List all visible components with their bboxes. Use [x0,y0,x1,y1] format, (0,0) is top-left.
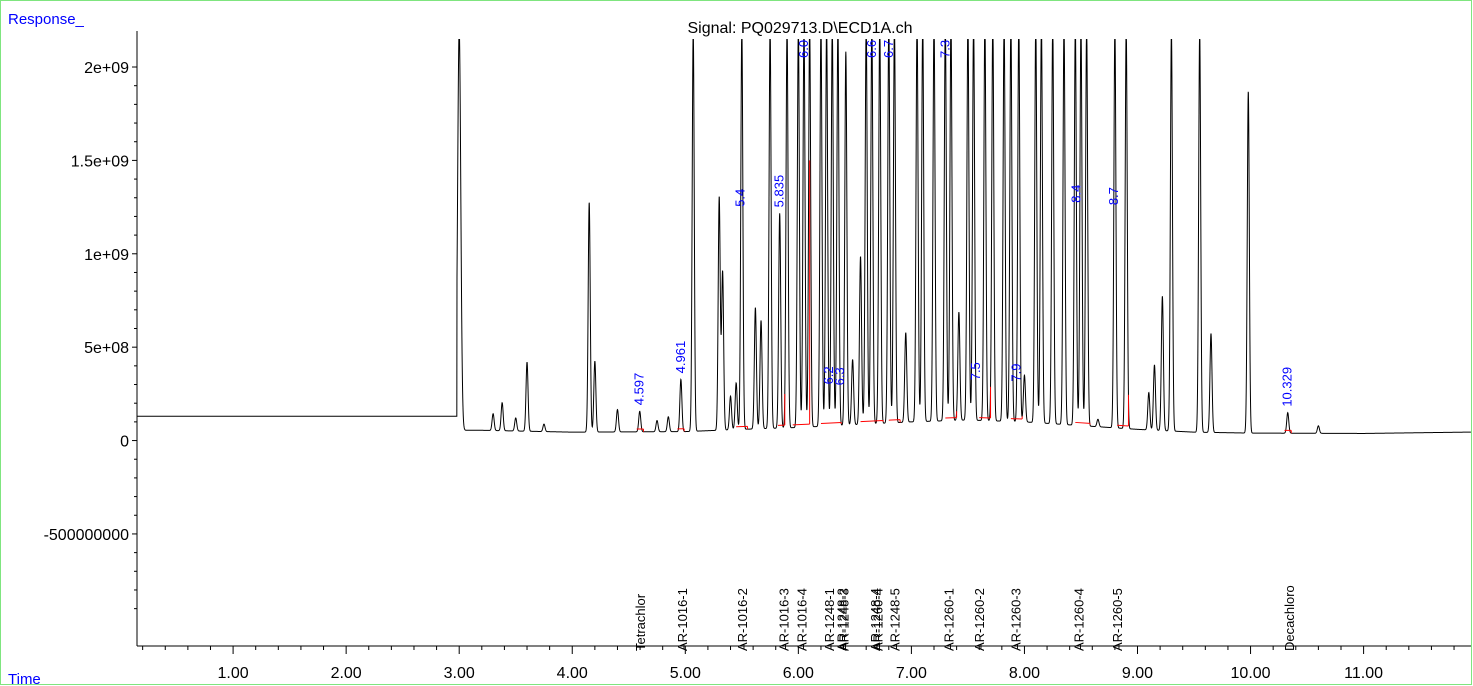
peak-label: 6.6 [864,40,879,58]
x-tick-label: 10.00 [1231,665,1271,682]
compound-label: AR-1260-5 [1110,588,1125,651]
y-tick-label: 0 [120,434,129,451]
compound-label: AR-1248-1 [822,588,837,651]
x-tick-label: 1.00 [218,665,249,682]
compound-label: Decachloro [1282,585,1297,651]
signal-trace [137,39,1471,434]
y-axis-title: Response_ [8,11,85,28]
chart-title: Signal: PQ029713.D\ECD1A.ch [687,20,912,37]
peak-label: 7.9 [1009,364,1024,382]
x-tick-label: 4.00 [557,665,588,682]
peak-label: 7.5 [968,362,983,380]
compound-label: AR-1260-4 [1072,588,1087,651]
integration-baseline [820,422,842,425]
integration-baseline [860,419,884,423]
integration-baseline [792,423,810,426]
x-tick-label: 7.00 [896,665,927,682]
compound-label: AR-1248-2 [834,588,849,651]
x-tick-label: 6.00 [783,665,814,682]
integration-baselines [636,160,1292,434]
compound-label: AR-1016-2 [735,588,750,651]
peak-label: 10.329 [1280,367,1295,407]
compound-labels: Tetrachlor AR-1016-1 AR-1016-2 AR-1016-3 AR-… [633,585,1297,651]
peak-label: 7.3 [937,40,952,58]
peak-label: 8.7 [1106,187,1121,205]
y-tick-label: 1.5e+09 [71,153,129,170]
x-tick-label: 3.00 [444,665,475,682]
compound-label: Tetrachlor [633,593,648,651]
compound-label: AR-1016-1 [675,588,690,651]
compound-label: AR-1016-4 [795,588,810,651]
x-tick-label: 8.00 [1009,665,1040,682]
signal-trace-group [137,39,1471,434]
compound-label: AR-1260-1 [942,588,957,651]
x-tick-label: 9.00 [1122,665,1153,682]
y-tick-label: 1e+09 [84,247,129,264]
integration-baseline [1117,424,1129,427]
compound-label: AR-1248-3 [837,588,852,651]
peak-label: 6.7 [881,40,896,58]
x-tick-label: 5.00 [670,665,701,682]
x-tick-label: 2.00 [331,665,362,682]
compound-label: AR-1260-2 [972,588,987,651]
peak-label: 4.961 [673,341,688,374]
peak-label: 6.2 [821,366,836,384]
integration-baseline [1075,421,1091,424]
peak-label: 6.3 [832,367,847,385]
peak-labels: 4.597 4.961 5.835 10.329 5.4 6.0 6.26.3 6.6 6.7 7… [632,40,1295,407]
y-tick-label: -500000000 [44,527,130,544]
compound-label: AR-1260-3 [1008,588,1023,651]
compound-label: AR-1016-3 [777,588,792,651]
peak-label: 4.597 [632,373,647,406]
y-tick-label: 5e+08 [84,340,129,357]
peak-label: 6.0 [796,40,811,58]
peak-label: 5.835 [772,175,787,208]
x-axis-title: Time [8,671,41,686]
compound-label: AR-1260-4 [870,588,885,651]
x-tick-label: 11.00 [1344,665,1383,682]
y-tick-label: 2e+09 [84,60,129,77]
peak-label: 5.4 [733,189,748,207]
compound-label: AR-1248-5 [887,588,902,651]
peak-label: 8.4 [1068,185,1083,203]
axes: 2e+09 1.5e+09 1e+09 5e+08 0 -500000000 1.00 2.0… [44,31,1471,682]
compound-label: AR-1248-4 [868,588,883,651]
integration-baseline [888,419,901,421]
